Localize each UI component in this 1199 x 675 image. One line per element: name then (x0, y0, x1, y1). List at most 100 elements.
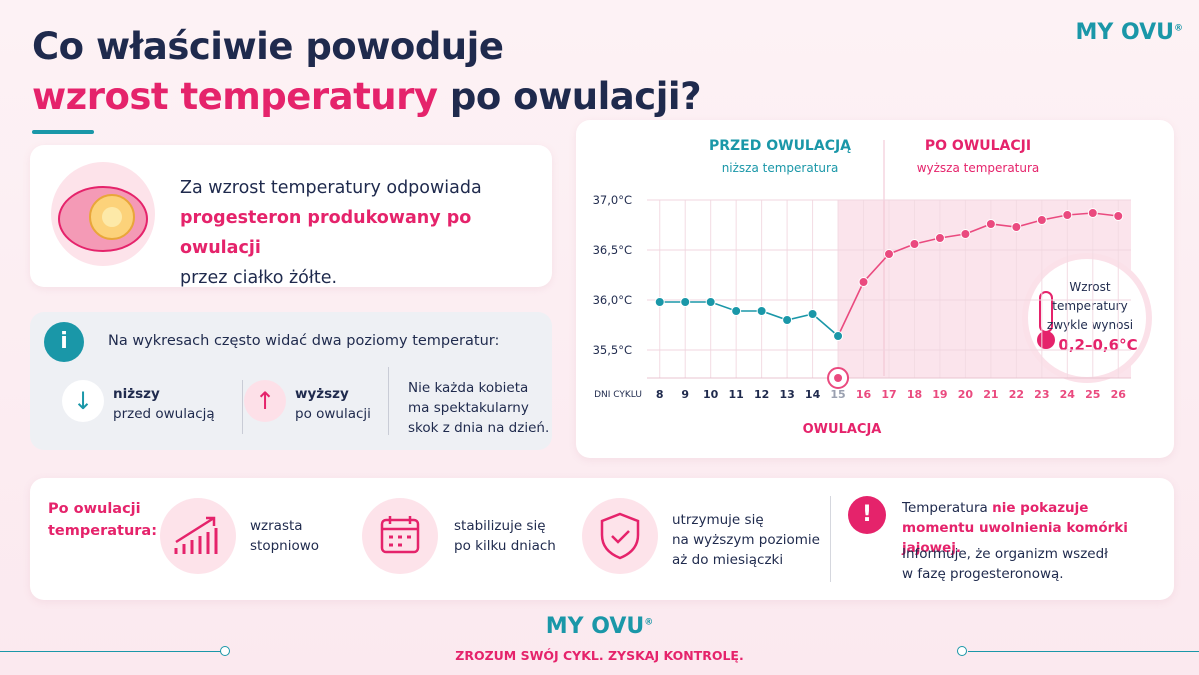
y-tick-label: 37,0°C (593, 193, 632, 207)
note-line: Wzrost (1069, 280, 1110, 294)
item-title: niższy (113, 386, 160, 402)
data-point (833, 331, 844, 341)
alert-icon: ! (848, 496, 886, 534)
data-point (756, 306, 767, 316)
title-line: wzrost temperatury po owulacji? (32, 72, 702, 122)
summary-card: Po owulacji temperatura: wzrasta stopnio… (30, 478, 1174, 600)
alert-plain: Temperatura (902, 500, 988, 516)
phase-header: PO OWULACJI (925, 138, 1031, 154)
note-value: 0,2–0,6°C (1058, 336, 1137, 354)
ovulation-label: OWULACJA (803, 422, 882, 437)
up-icon: ↑ (244, 380, 286, 422)
intro-highlight: progesteron produkowany po owulacji (180, 208, 472, 258)
x-tick-label: 20 (958, 388, 974, 401)
data-point (807, 309, 818, 319)
x-tick-label: 23 (1034, 388, 1049, 401)
logo-text: MY OVU (1075, 20, 1174, 45)
summary-item: utrzymuje się na wyższym poziomie aż do … (672, 512, 820, 568)
thermometer-bulb (1037, 331, 1055, 349)
data-point (1113, 211, 1124, 221)
x-tick-label: 14 (805, 388, 821, 401)
data-point (1036, 215, 1047, 225)
tagline: ZROZUM SWÓJ CYKL. ZYSKAJ KONTROLĘ. (455, 648, 744, 663)
title-highlight: wzrost temperatury (32, 75, 438, 118)
data-point (858, 277, 869, 287)
x-tick-label: 17 (881, 388, 896, 401)
x-tick-label: 22 (1009, 388, 1024, 401)
down-icon: ↓ (62, 380, 104, 422)
data-point (1087, 208, 1098, 218)
data-point (782, 315, 793, 325)
phase-header: PRZED OWULACJĄ (709, 138, 851, 154)
divider (388, 367, 389, 435)
x-tick-label: 25 (1085, 388, 1100, 401)
summary-label: Po owulacji temperatura: (48, 501, 158, 539)
intro-line: przez ciałko żółte. (180, 268, 338, 288)
corpus-icon (51, 162, 155, 266)
y-tick-label: 36,0°C (593, 293, 632, 307)
item-text: po owulacji (295, 406, 371, 422)
data-point (1062, 210, 1073, 220)
footer-dot (220, 646, 230, 656)
info-icon: i (44, 322, 84, 362)
x-tick-label: 15 (830, 388, 845, 401)
logo: MY OVU® (1076, 20, 1183, 45)
registered: ® (1174, 23, 1183, 34)
x-tick-label: 8 (656, 388, 664, 401)
y-tick-label: 36,5°C (593, 243, 632, 257)
x-tick-label: 9 (681, 388, 689, 401)
data-point (934, 233, 945, 243)
data-point (884, 249, 894, 259)
y-tick-label: 35,5°C (593, 343, 632, 357)
intro-card: Za wzrost temperatury odpowiada progeste… (30, 145, 552, 288)
info-note: Nie każda kobieta ma spektakularny skok … (408, 380, 550, 436)
info-card: i Na wykresach często widać dwa poziomy … (30, 312, 552, 450)
phase-sub: wyższa temperatura (917, 161, 1040, 175)
title-line: Co właściwie powoduje (32, 25, 504, 68)
x-tick-label: 21 (983, 388, 998, 401)
divider (242, 380, 243, 434)
summary-item: stabilizuje się po kilku dniach (454, 518, 556, 554)
x-tick-label: 10 (703, 388, 719, 401)
footer-logo-text: MY OVU (545, 614, 645, 639)
data-point (680, 297, 691, 307)
alert-text2: Informuje, że organizm wszedł w fazę pro… (902, 546, 1109, 582)
data-point (1011, 222, 1022, 232)
calendar-icon (362, 498, 438, 574)
data-point (705, 297, 716, 307)
title: Co właściwie powoduje wzrost temperatury… (32, 22, 702, 134)
data-point (731, 306, 742, 316)
x-axis-label: DNI CYKLU (594, 390, 642, 400)
note-text: Wzrost temperatury zwykle wynosi (1047, 280, 1133, 332)
footer-line (968, 651, 1199, 652)
x-tick-label: 26 (1111, 388, 1127, 401)
item-title: wyższy (295, 386, 349, 402)
alert-text: Temperatura nie pokazuje momentu uwolnie… (902, 498, 1164, 558)
registered: ® (644, 617, 654, 628)
info-item: wyższy po owulacji (295, 384, 371, 424)
summary-item: wzrasta stopniowo (250, 518, 320, 554)
x-tick-label: 24 (1060, 388, 1076, 401)
divider (830, 496, 831, 582)
data-point (985, 219, 996, 229)
x-tick-label: 11 (729, 388, 744, 401)
data-point (654, 297, 665, 307)
footer-line (0, 651, 222, 652)
title-rest: po owulacji? (449, 75, 702, 118)
x-tick-label: 12 (754, 388, 769, 401)
phase-sub: niższa temperatura (722, 161, 839, 175)
alert-highlight: nie pokazuje momentu uwolnienia komórki … (902, 500, 1128, 556)
item-text: przed owulacją (113, 406, 215, 422)
note-line: temperatury (1052, 299, 1127, 313)
intro-line: Za wzrost temperatury odpowiada (180, 178, 482, 198)
x-tick-label: 13 (779, 388, 794, 401)
title-underline (32, 130, 94, 134)
temperature-line (659, 301, 839, 337)
x-tick-label: 18 (907, 388, 922, 401)
info-heading: Na wykresach często widać dwa poziomy te… (108, 333, 500, 349)
note-line: zwykle wynosi (1047, 318, 1133, 332)
x-tick-label: 19 (932, 388, 947, 401)
growth-icon (160, 498, 236, 574)
